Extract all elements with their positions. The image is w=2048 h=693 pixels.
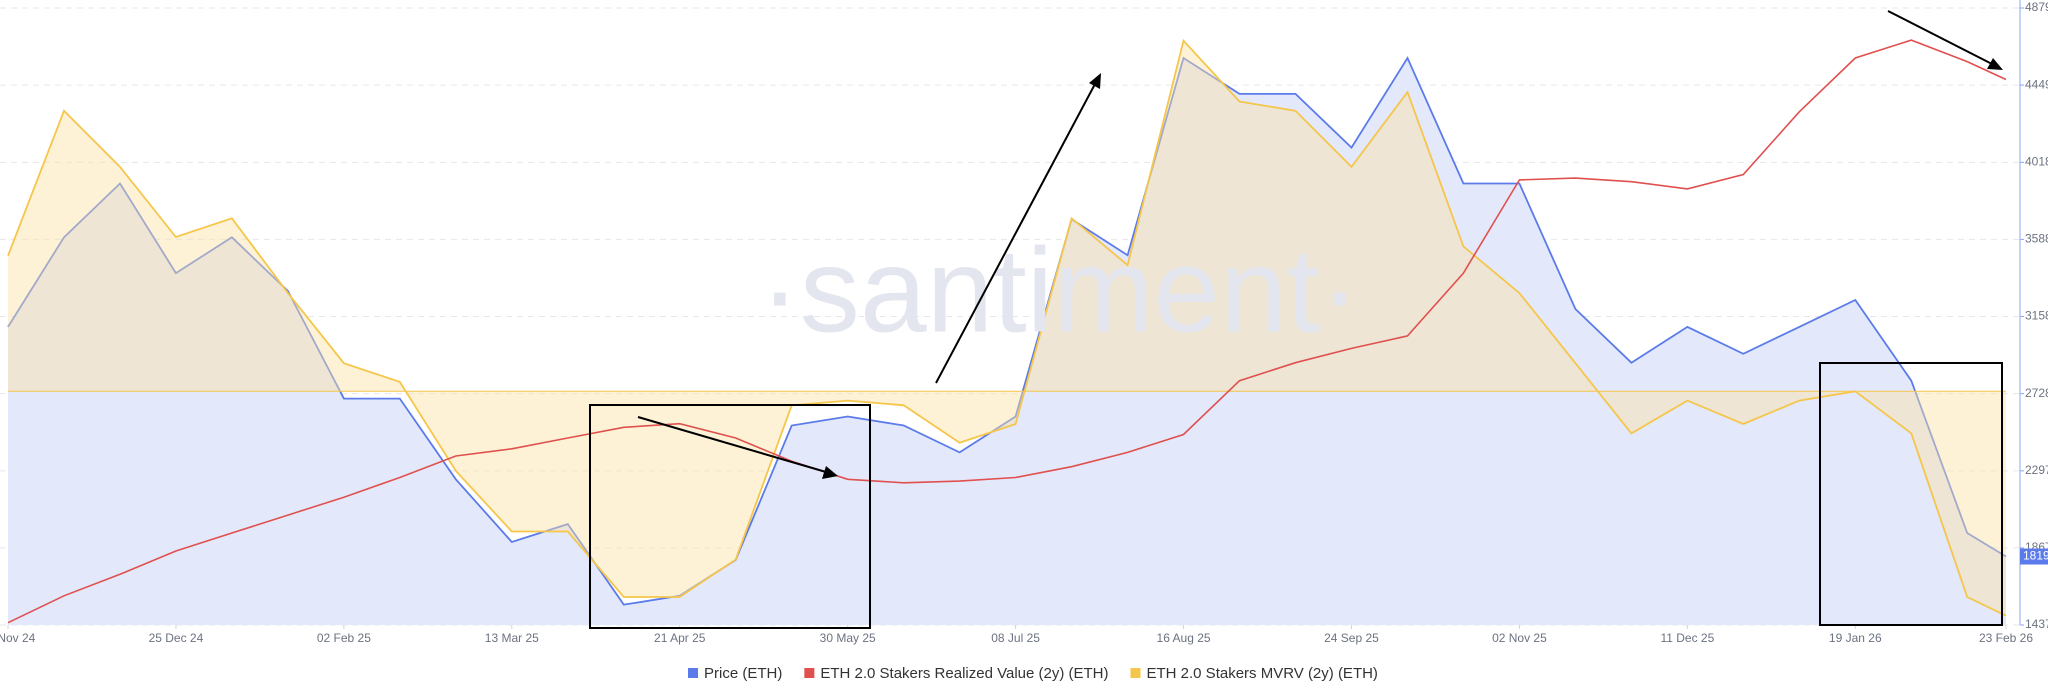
x-tick-label: 02 Feb 25 bbox=[317, 631, 371, 645]
x-tick-label: 02 Nov 25 bbox=[1492, 631, 1547, 645]
legend-swatch bbox=[688, 668, 698, 678]
area bbox=[8, 58, 2006, 625]
annotations bbox=[589, 10, 2003, 629]
watermark: ·santiment· bbox=[760, 224, 1360, 358]
arrowheads bbox=[822, 58, 2003, 479]
y-tick-label: 4879 bbox=[2025, 0, 2048, 14]
arrowhead bbox=[1089, 73, 1101, 89]
highlight-box bbox=[1819, 362, 2003, 626]
y-tick-label: 2728 bbox=[2025, 386, 2048, 400]
arrow bbox=[637, 416, 827, 473]
y-tick-label: 1437 bbox=[2025, 617, 2048, 631]
y-tick-label: 4449 bbox=[2025, 77, 2048, 91]
last-value-badge bbox=[2020, 548, 2048, 565]
x-tick-label: 16 Nov 24 bbox=[0, 631, 36, 645]
arrow bbox=[935, 83, 1096, 384]
x-tick-label: 11 Dec 25 bbox=[1660, 631, 1714, 645]
legend-swatch bbox=[804, 668, 815, 678]
y-tick-label: 4018 bbox=[2025, 155, 2048, 169]
plot-layer bbox=[0, 7, 2020, 626]
legend-swatch bbox=[1130, 668, 1141, 678]
legend-label: ETH 2.0 Stakers Realized Value (2y) (ETH… bbox=[820, 665, 1108, 682]
x-tick-label: 23 Feb 26 bbox=[1979, 631, 2033, 645]
legend-label: ETH 2.0 Stakers MVRV (2y) (ETH) bbox=[1147, 665, 1378, 682]
x-tick-label: 21 Apr 25 bbox=[654, 631, 706, 645]
area bbox=[8, 40, 2006, 616]
y-tick-label: 3158 bbox=[2025, 309, 2048, 323]
x-tick-label: 19 Jan 26 bbox=[1829, 631, 1882, 645]
x-tick-label: 08 Jul 25 bbox=[991, 631, 1040, 645]
line bbox=[7, 38, 2007, 617]
x-tick-label: 16 Aug 25 bbox=[1157, 631, 1211, 645]
highlight-box bbox=[589, 404, 871, 629]
arrow bbox=[1887, 10, 1993, 65]
x-tick-label: 30 May 25 bbox=[820, 631, 876, 645]
y-tick-label: 2297 bbox=[2025, 463, 2048, 477]
arrowhead bbox=[822, 466, 838, 479]
last-value-label: 1819 bbox=[2023, 549, 2048, 563]
line bbox=[7, 56, 2007, 606]
x-tick-label: 24 Sep 25 bbox=[1324, 631, 1379, 645]
arrowhead bbox=[1987, 58, 2003, 70]
x-tick-label: 13 Mar 25 bbox=[485, 631, 539, 645]
legend-label: Price (ETH) bbox=[704, 665, 782, 682]
x-tick-label: 25 Dec 24 bbox=[149, 631, 204, 645]
y-tick-label: 3588 bbox=[2025, 232, 2048, 246]
line bbox=[7, 39, 2007, 624]
